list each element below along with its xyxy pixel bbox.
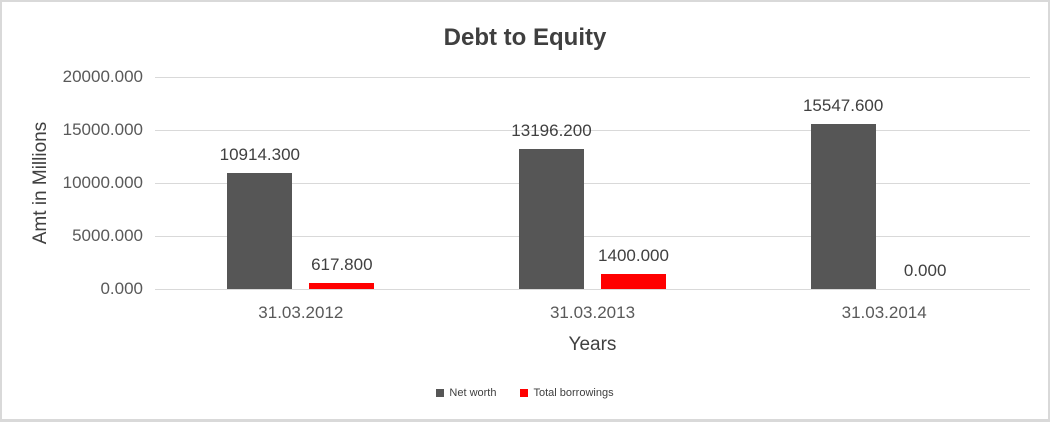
bar-total-borrowings <box>309 282 375 289</box>
legend-label: Net worth <box>449 387 497 399</box>
legend-swatch-icon <box>436 389 445 397</box>
y-tick-label: 15000.000 <box>62 120 143 139</box>
chart-title: Debt to Equity <box>443 24 607 51</box>
data-label: 15547.600 <box>802 96 884 116</box>
gridline <box>155 183 1030 184</box>
x-axis-title: Years <box>568 334 617 355</box>
bar-net-worth <box>227 173 293 289</box>
data-label: 10914.300 <box>219 145 301 165</box>
category-group: 15547.600 0.000 31.03.2014 <box>738 77 1030 322</box>
y-tick-label: 10000.000 <box>62 173 143 192</box>
y-tick-label: 5000.000 <box>72 226 143 245</box>
bar-total-borrowings <box>600 274 666 289</box>
y-tick-label: 20000.000 <box>62 67 143 86</box>
gridline <box>155 289 1030 290</box>
data-label: 617.800 <box>311 254 373 274</box>
data-label: 13196.200 <box>511 121 592 141</box>
category-group: 13196.200 1400.000 31.03.2013 <box>447 77 739 322</box>
x-tick-label: 31.03.2012 <box>258 303 344 322</box>
category-group: 10914.300 617.800 31.03.2012 <box>155 77 447 322</box>
gridline <box>155 130 1030 131</box>
x-tick-label: 31.03.2014 <box>841 303 927 322</box>
legend-label: Total borrowings <box>533 387 614 399</box>
y-tick-label: 0.000 <box>100 279 143 298</box>
plot-area: Years 10914.300 617.800 31.03.2012 13196.20… <box>155 77 1030 355</box>
x-tick-label: 31.03.2013 <box>549 303 636 322</box>
data-label: 1400.000 <box>598 246 669 266</box>
data-label: 0.000 <box>903 261 947 280</box>
y-axis-tick-labels: 20000.000 15000.000 10000.000 5000.000 0.000 <box>2 67 143 298</box>
gridline <box>155 236 1030 237</box>
gridline <box>155 77 1030 78</box>
legend-swatch-icon <box>520 389 529 397</box>
legend-item-total-borrowings: Total borrowings <box>520 387 614 399</box>
legend-item-net-worth: Net worth <box>436 387 496 399</box>
bar-net-worth <box>810 124 876 289</box>
legend: Net worth Total borrowings <box>2 387 1048 399</box>
bar-net-worth <box>518 149 584 289</box>
